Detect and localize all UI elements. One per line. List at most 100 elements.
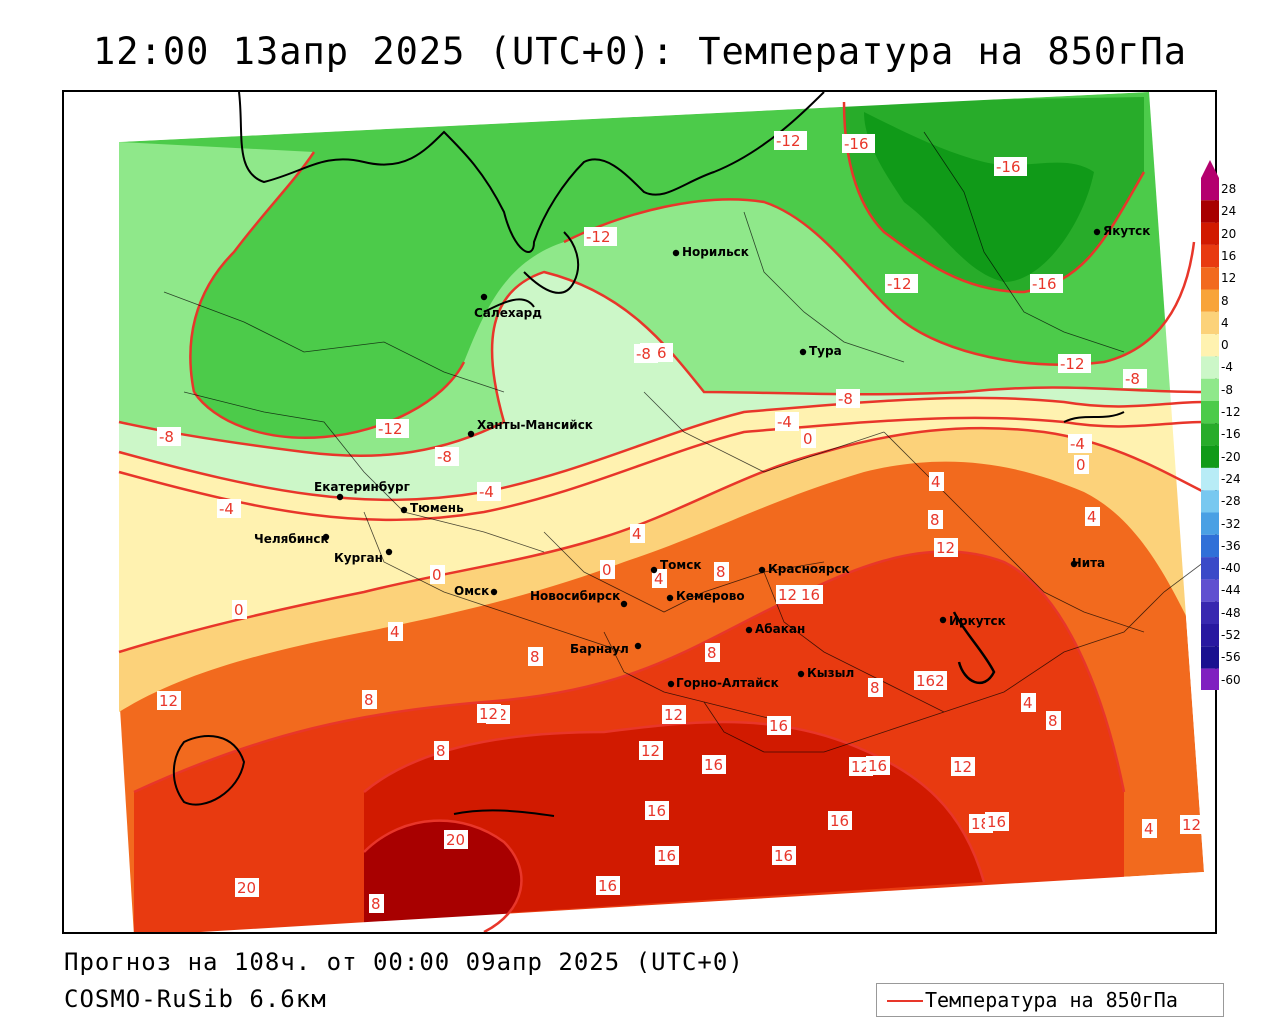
isoline-label: 0 — [1074, 455, 1089, 474]
isoline-label: -8 — [836, 389, 860, 408]
scale-swatch — [1201, 467, 1219, 491]
scale-label: -8 — [1221, 382, 1233, 397]
scale-label: 12 — [1221, 271, 1237, 286]
isoline-label: -4 — [477, 482, 501, 501]
scale-swatch — [1201, 267, 1219, 290]
scale-swatch — [1201, 423, 1219, 446]
city-label: Кызыл — [807, 666, 854, 680]
isoline-value: -16 — [844, 135, 869, 153]
city-marker — [666, 594, 674, 602]
isoline-label: 16 — [799, 585, 823, 604]
isoline-value: 12 — [641, 742, 660, 760]
color-scale: 28 24 20 16 12 8 4 0 -4 -8 -12 -16 -20 -24 -28 -32 -36 -4… — [1199, 160, 1279, 690]
city-label: Барнаул — [570, 642, 629, 656]
isoline-value: 4 — [1087, 508, 1097, 526]
isoline-label: 20 — [444, 830, 468, 849]
isoline-label: 16 — [596, 876, 620, 895]
isoline-value: 12 — [953, 758, 972, 776]
isoline-value: 12 — [159, 692, 178, 710]
isoline-label: -4 — [217, 499, 241, 518]
isoline-label: 0 — [430, 565, 445, 584]
legend: Температура на 850гПа — [876, 983, 1224, 1017]
scale-swatch — [1201, 200, 1219, 223]
isoline-value: 8 — [371, 895, 381, 913]
scale-swatch — [1201, 534, 1219, 558]
isoline-value: -4 — [777, 413, 792, 431]
isoline-label: 16 — [772, 846, 796, 865]
isoline-value: 0 — [234, 601, 244, 619]
isolines — [118, 101, 1205, 932]
city-label: Омск — [454, 584, 489, 598]
isoline-value: -16 — [1032, 275, 1057, 293]
isoline-value: -12 — [586, 228, 611, 246]
isoline-value: 4 — [1144, 820, 1154, 838]
scale-label: 20 — [1221, 226, 1237, 241]
isoline-value: 8 — [364, 691, 374, 709]
city-marker — [480, 293, 488, 301]
isoline-value: -8 — [437, 448, 452, 466]
scale-top-arrow — [1201, 160, 1219, 178]
isoline-label: 8 — [868, 678, 883, 697]
isoline-value: 0 — [803, 430, 813, 448]
isoline-value: 4 — [390, 623, 400, 641]
scale-swatch — [1201, 378, 1219, 401]
isoline-label: 4 — [929, 472, 944, 491]
scale-label: 0 — [1221, 338, 1229, 353]
isoline-label: -12 — [885, 274, 918, 293]
isoline-label: 16 — [702, 755, 726, 774]
isoline-label: -8 — [435, 447, 459, 466]
scale-label: -20 — [1221, 449, 1241, 464]
temperature-map: -12-16-16-12-16-12-16-8-12-8-8-12-8-40-4… — [64, 92, 1215, 932]
scale-label: -4 — [1221, 360, 1233, 375]
scale-swatch — [1201, 668, 1219, 690]
forecast-info: Прогноз на 108ч. от 00:00 09апр 2025 (UT… — [64, 948, 744, 976]
scale-label: -24 — [1221, 471, 1241, 486]
isoline-label: 8 — [1046, 711, 1061, 730]
isoline-label: 12 — [157, 691, 181, 710]
isoline-label: -12 — [774, 131, 807, 150]
isoline-value: 4 — [654, 570, 664, 588]
scale-label: -12 — [1221, 405, 1241, 419]
isoline-value: 16 — [868, 757, 887, 775]
admin-borders — [163, 131, 1205, 753]
isoline-label: 12 — [951, 757, 975, 776]
city-label: Ханты-Мансийск — [477, 418, 593, 432]
city-marker — [400, 506, 408, 514]
city-label: Якутск — [1103, 224, 1150, 238]
city-marker — [799, 348, 807, 356]
isoline-value: 4 — [931, 473, 941, 491]
scale-label: 24 — [1221, 204, 1237, 219]
scale-swatch — [1201, 601, 1219, 624]
model-info: COSMO-RuSib 6.6км — [64, 985, 327, 1013]
city-label: Иркутск — [949, 614, 1006, 628]
scale-swatch — [1201, 445, 1219, 468]
city-marker — [490, 588, 498, 596]
scale-swatch — [1201, 512, 1219, 535]
isoline-label: -4 — [1068, 434, 1092, 453]
isoline-label: 4 — [1085, 507, 1100, 526]
isoline-label: 0 — [600, 560, 615, 579]
map-area: -12-16-16-12-16-12-16-8-12-8-8-12-8-40-4… — [62, 90, 1217, 934]
legend-label: Температура на 850гПа — [925, 988, 1178, 1012]
city-marker — [634, 642, 642, 650]
isoline-value: 12 — [851, 758, 870, 776]
city-label: Курган — [334, 551, 383, 565]
isoline-label: 16 — [767, 716, 791, 735]
scale-swatch — [1201, 646, 1219, 669]
scale-swatch — [1201, 401, 1219, 424]
isoline-label: 12 — [934, 538, 958, 557]
isoline-label: 16 — [655, 846, 679, 865]
scale-label: -44 — [1221, 583, 1241, 598]
isoline-value: -16 — [996, 158, 1021, 176]
city-marker — [1093, 228, 1101, 236]
isoline-label: 16 — [985, 812, 1009, 831]
color-scale-bar — [1201, 160, 1219, 690]
city-marker — [672, 249, 680, 257]
band-minus20 — [864, 112, 1094, 282]
city-label: Тура — [809, 344, 842, 358]
isoline-label: 4 — [1021, 693, 1036, 712]
isoline-label: -8 — [157, 427, 181, 446]
city-label: Новосибирск — [530, 589, 620, 603]
isoline-label: 0 — [801, 429, 816, 448]
city-label: Красноярск — [768, 562, 850, 576]
